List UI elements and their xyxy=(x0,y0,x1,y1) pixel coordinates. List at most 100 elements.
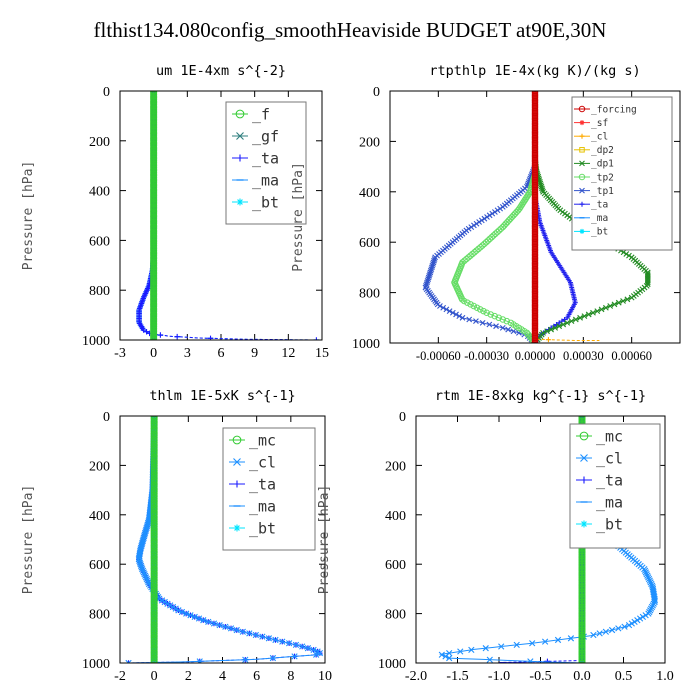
data-point-cl xyxy=(259,633,266,640)
legend-label: _sf xyxy=(591,118,608,129)
data-point-cl xyxy=(645,575,653,583)
panel-title: rtpthlp 1E-4x(kg K)/(kg s) xyxy=(429,63,640,79)
y-tick-label: 800 xyxy=(89,608,110,623)
panel-title: rtm 1E-8xkg kg^{-1} s^{-1} xyxy=(435,388,646,404)
data-point-dp1 xyxy=(607,303,614,309)
x-tick-label: 0.5 xyxy=(615,669,633,684)
data-point-cl xyxy=(651,597,659,604)
data-point-tp1 xyxy=(426,271,433,278)
data-point-cl xyxy=(513,641,520,649)
panel-title: thlm 1E-5xK s^{-1} xyxy=(149,388,295,404)
panel-3: thlm 1E-5xK s^{-1} Pressure [hPa] -2 0 2 4 6 8 1… xyxy=(21,388,332,684)
data-point-tp1 xyxy=(430,261,436,267)
data-point-tp1 xyxy=(473,318,479,325)
y-tick-label: 200 xyxy=(89,459,110,474)
data-point-tp1 xyxy=(426,272,433,279)
plot-frame xyxy=(415,415,666,664)
legend-marker-ta xyxy=(236,154,244,162)
data-point-tp2 xyxy=(482,238,490,246)
data-point-cl xyxy=(590,631,597,639)
data-point-cl xyxy=(299,643,306,650)
data-point-cl xyxy=(310,646,317,653)
y-tick-label: 0 xyxy=(103,410,110,425)
data-point-dp1 xyxy=(538,183,545,190)
data-point-cl xyxy=(144,577,151,584)
series-line-cl xyxy=(534,91,600,341)
data-point-dp1 xyxy=(552,324,559,331)
legend-label: _ma xyxy=(252,171,279,189)
legend-label: _tp1 xyxy=(591,186,614,197)
data-point-ta xyxy=(174,333,180,340)
data-point-cl xyxy=(205,618,212,625)
data-point-cl xyxy=(641,567,649,574)
data-point-ta xyxy=(143,328,150,335)
legend: _mc _cl _ta _ma _bt xyxy=(222,427,316,551)
legend-marker-f xyxy=(235,109,245,119)
data-point-tp1 xyxy=(443,306,450,313)
data-point-cl xyxy=(187,612,194,619)
data-point-cl xyxy=(645,574,652,581)
data-point-cl xyxy=(482,645,489,652)
data-point-cl xyxy=(596,630,603,637)
data-point-cl xyxy=(648,580,655,588)
data-point-cl xyxy=(529,640,536,647)
legend: _forcing _sf _cl _dp2 _dp1 _tp2 _tp1 _ta _ma _bt xyxy=(571,96,673,251)
data-point-f xyxy=(150,91,158,95)
data-point-dp1 xyxy=(560,321,567,328)
data-point-cl xyxy=(304,645,312,652)
data-point-tp1 xyxy=(429,264,435,271)
x-tick-label: 0.00030 xyxy=(563,349,604,363)
data-point-cl xyxy=(545,337,551,343)
data-point-cl xyxy=(140,569,147,576)
data-point-tp1 xyxy=(493,323,499,330)
x-tick-label: 0.00000 xyxy=(515,349,556,363)
data-point-tp1 xyxy=(476,219,483,225)
data-point-tp2 xyxy=(492,230,499,238)
data-point-cl xyxy=(252,631,259,639)
data-point-cl xyxy=(446,654,453,662)
y-tick-label: 600 xyxy=(359,236,380,251)
data-point-cl xyxy=(486,656,493,663)
data-point-tp2 xyxy=(495,314,502,322)
data-point-tp1 xyxy=(468,224,475,230)
data-point-cl xyxy=(468,646,475,653)
data-point-tp2 xyxy=(490,232,497,239)
data-point-cl xyxy=(541,638,549,645)
legend-marker-dp1 xyxy=(579,160,585,167)
data-point-cl xyxy=(139,567,147,574)
y-tick-label: 800 xyxy=(359,287,380,302)
legend-label: _forcing xyxy=(591,104,637,115)
legend-marker-mc xyxy=(579,431,589,441)
data-point-tp2 xyxy=(469,250,476,258)
x-tick-label: 1.0 xyxy=(656,669,674,684)
y-tick-label: 600 xyxy=(89,234,110,249)
data-point-tp2 xyxy=(488,233,495,241)
legend-label: _ta xyxy=(591,200,608,211)
legend-marker-mc xyxy=(232,435,242,445)
x-tick-label: 8 xyxy=(287,669,294,684)
data-point-tp1 xyxy=(446,308,453,314)
data-point-dp1 xyxy=(568,318,575,325)
data-point-cl xyxy=(178,608,186,616)
y-tick-label: 0 xyxy=(373,85,380,100)
data-point-tp1 xyxy=(424,279,430,286)
data-point-dp1 xyxy=(538,182,544,188)
data-point-cl xyxy=(269,654,277,662)
data-point-tp1 xyxy=(425,276,432,283)
data-point-cl xyxy=(142,572,149,579)
data-point-cl xyxy=(200,617,207,624)
x-tick-label: -3 xyxy=(114,346,126,361)
data-point-tp1 xyxy=(431,256,438,262)
data-point-tp1 xyxy=(449,309,456,316)
panel-1: um 1E-4xm s^{-2} Pressure [hPa] -3 0 3 6 9 12 15… xyxy=(21,63,329,361)
data-point-tp1 xyxy=(478,217,485,224)
data-point-cl xyxy=(498,643,505,650)
legend-label: _dp2 xyxy=(591,145,614,156)
data-point-tp2 xyxy=(523,193,531,201)
data-point-tp2 xyxy=(519,200,526,207)
data-point-tp2 xyxy=(481,240,488,248)
data-point-tp1 xyxy=(427,267,434,274)
legend-marker-ta xyxy=(579,201,585,207)
data-point-cl xyxy=(625,621,633,629)
data-point-tp2 xyxy=(463,255,470,263)
